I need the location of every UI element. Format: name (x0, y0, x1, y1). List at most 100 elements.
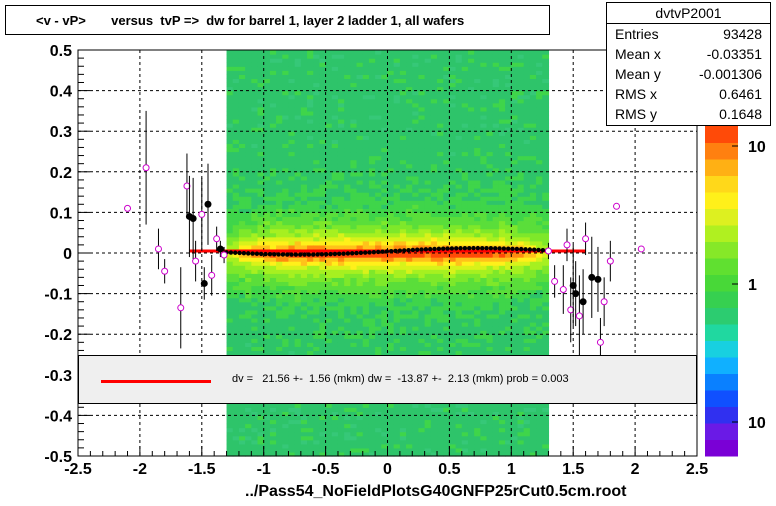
heatmap-cell (511, 322, 519, 327)
heatmap-cell (251, 435, 259, 441)
heatmap-cell (257, 277, 265, 283)
heatmap-cell (480, 224, 488, 230)
heatmap-cell (443, 293, 450, 299)
heatmap-cell (307, 200, 314, 205)
heatmap-cell (368, 253, 376, 258)
heatmap-cell (325, 330, 333, 335)
heatmap-cell (356, 119, 364, 124)
heatmap-cell (226, 216, 234, 222)
heatmap-cell (344, 171, 351, 177)
heatmap-cell (269, 228, 277, 234)
heatmap-cell (331, 188, 339, 193)
heatmap-cell (313, 415, 321, 421)
heatmap-cell (418, 289, 426, 295)
heatmap-cell (350, 407, 358, 412)
heatmap-cell (375, 147, 382, 153)
heatmap-cell (393, 204, 401, 209)
heatmap-cell (480, 123, 488, 128)
heatmap-cell (437, 70, 444, 75)
heatmap-cell (245, 98, 252, 104)
heatmap-cell (399, 411, 407, 416)
heatmap-cell (511, 342, 519, 347)
heatmap-cell (269, 435, 277, 441)
heatmap-cell (319, 431, 327, 437)
heatmap-cell (276, 269, 283, 274)
heatmap-cell (325, 119, 333, 124)
heatmap-cell (232, 78, 240, 84)
heatmap-cell (511, 167, 519, 173)
heatmap-cell (276, 135, 283, 140)
heatmap-cell (331, 50, 339, 55)
heatmap-cell (263, 289, 271, 295)
heatmap-cell (393, 338, 401, 343)
heatmap-cell (461, 127, 469, 132)
heatmap-cell (443, 50, 450, 55)
heatmap-cell (282, 228, 290, 234)
heatmap-cell (523, 342, 531, 347)
heatmap-cell (529, 411, 537, 416)
heatmap-cell (300, 110, 308, 116)
heatmap-cell (387, 277, 395, 283)
heatmap-cell (263, 216, 271, 222)
heatmap-cell (387, 232, 395, 238)
heatmap-cell (307, 98, 314, 104)
heatmap-cell (455, 322, 463, 327)
heatmap-cell (387, 143, 395, 149)
heatmap-cell (486, 431, 494, 437)
heatmap-cell (344, 338, 351, 343)
heatmap-cell (362, 110, 370, 116)
heatmap-cell (375, 427, 382, 433)
heatmap-cell (288, 277, 296, 283)
heatmap-cell (226, 135, 234, 140)
heatmap-cell (325, 78, 333, 84)
heatmap-cell (517, 313, 525, 319)
heatmap-cell (461, 411, 469, 416)
heatmap-cell (424, 66, 432, 71)
heatmap-cell (424, 411, 432, 416)
heatmap-cell (307, 435, 314, 441)
heatmap-cell (492, 102, 500, 108)
heatmap-cell (418, 301, 426, 307)
heatmap-cell (344, 285, 351, 291)
heatmap-cell (325, 273, 333, 278)
heatmap-cell (344, 106, 351, 112)
heatmap-cell (282, 212, 290, 218)
heatmap-cell (325, 147, 333, 153)
heatmap-cell (313, 123, 321, 128)
heatmap-cell (430, 427, 438, 433)
heatmap-cell (517, 435, 525, 441)
heatmap-cell (368, 232, 376, 238)
heatmap-cell (362, 123, 370, 128)
heatmap-cell (387, 106, 395, 112)
heatmap-cell (430, 301, 438, 307)
heatmap-cell (375, 171, 382, 177)
heatmap-cell (263, 415, 271, 421)
heatmap-cell (498, 127, 506, 132)
heatmap-cell (529, 257, 537, 262)
heatmap-cell (393, 431, 401, 437)
heatmap-cell (325, 334, 333, 339)
heatmap-cell (381, 74, 389, 80)
heatmap-cell (300, 143, 308, 149)
heatmap-cell (232, 269, 240, 274)
heatmap-cell (337, 285, 345, 291)
heatmap-cell (356, 293, 364, 299)
heatmap-cell (393, 212, 401, 218)
heatmap-cell (350, 257, 358, 262)
heatmap-cell (424, 114, 432, 120)
heatmap-cell (356, 139, 364, 144)
heatmap-cell (350, 236, 358, 242)
heatmap-cell (375, 196, 382, 201)
heatmap-cell (523, 411, 531, 416)
heatmap-cell (424, 94, 432, 100)
heatmap-cell (387, 98, 395, 104)
heatmap-cell (498, 236, 506, 242)
heatmap-cell (467, 407, 475, 412)
heatmap-cell (523, 106, 531, 112)
heatmap-cell (449, 293, 457, 299)
heatmap-cell (300, 188, 308, 193)
heatmap-cell (517, 451, 525, 457)
heatmap-cell (337, 305, 345, 311)
heatmap-cell (313, 305, 321, 311)
heatmap-cell (480, 70, 488, 75)
